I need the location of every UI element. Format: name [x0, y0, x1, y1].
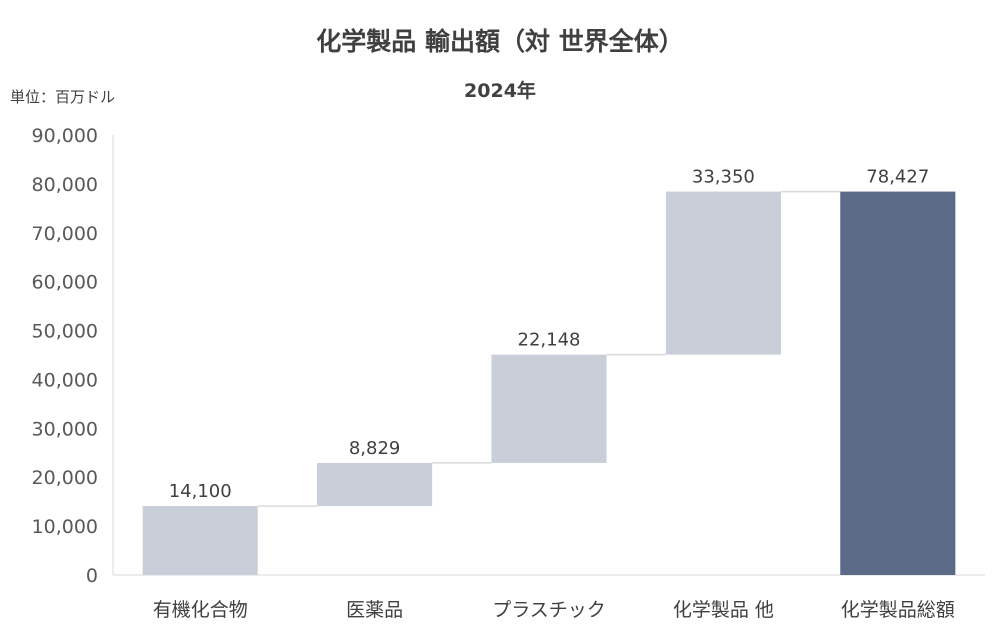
data-label: 8,829 — [349, 438, 401, 459]
total-bar — [840, 191, 956, 576]
data-label: 33,350 — [692, 167, 755, 188]
data-label: 14,100 — [169, 481, 232, 502]
y-tick-label: 60,000 — [32, 272, 98, 294]
y-tick-label: 0 — [86, 565, 98, 587]
y-tick-label: 10,000 — [32, 516, 98, 538]
y-tick-label: 20,000 — [32, 467, 98, 489]
category-label: 医薬品 — [346, 599, 403, 621]
y-tick-label: 50,000 — [32, 321, 98, 343]
y-tick-label: 30,000 — [32, 418, 98, 440]
category-label: 化学製品総額 — [841, 599, 955, 621]
unit-label: 単位：百万ドル — [10, 88, 116, 106]
y-tick-label: 80,000 — [32, 174, 98, 196]
category-label: 有機化合物 — [153, 599, 248, 621]
chart-title: 化学製品 輸出額（対 世界全体） — [316, 27, 684, 56]
data-label: 78,427 — [866, 167, 929, 188]
increment-bar — [491, 354, 607, 463]
y-tick-label: 90,000 — [32, 125, 98, 147]
data-label: 22,148 — [518, 330, 581, 351]
increment-bar — [142, 506, 258, 575]
y-tick-label: 70,000 — [32, 223, 98, 245]
y-tick-label: 40,000 — [32, 369, 98, 391]
chart-subtitle: 2024年 — [464, 80, 536, 102]
category-label: プラスチック — [492, 599, 606, 621]
increment-bar — [317, 462, 433, 507]
category-label: 化学製品 他 — [673, 599, 774, 621]
increment-bar — [665, 191, 781, 355]
